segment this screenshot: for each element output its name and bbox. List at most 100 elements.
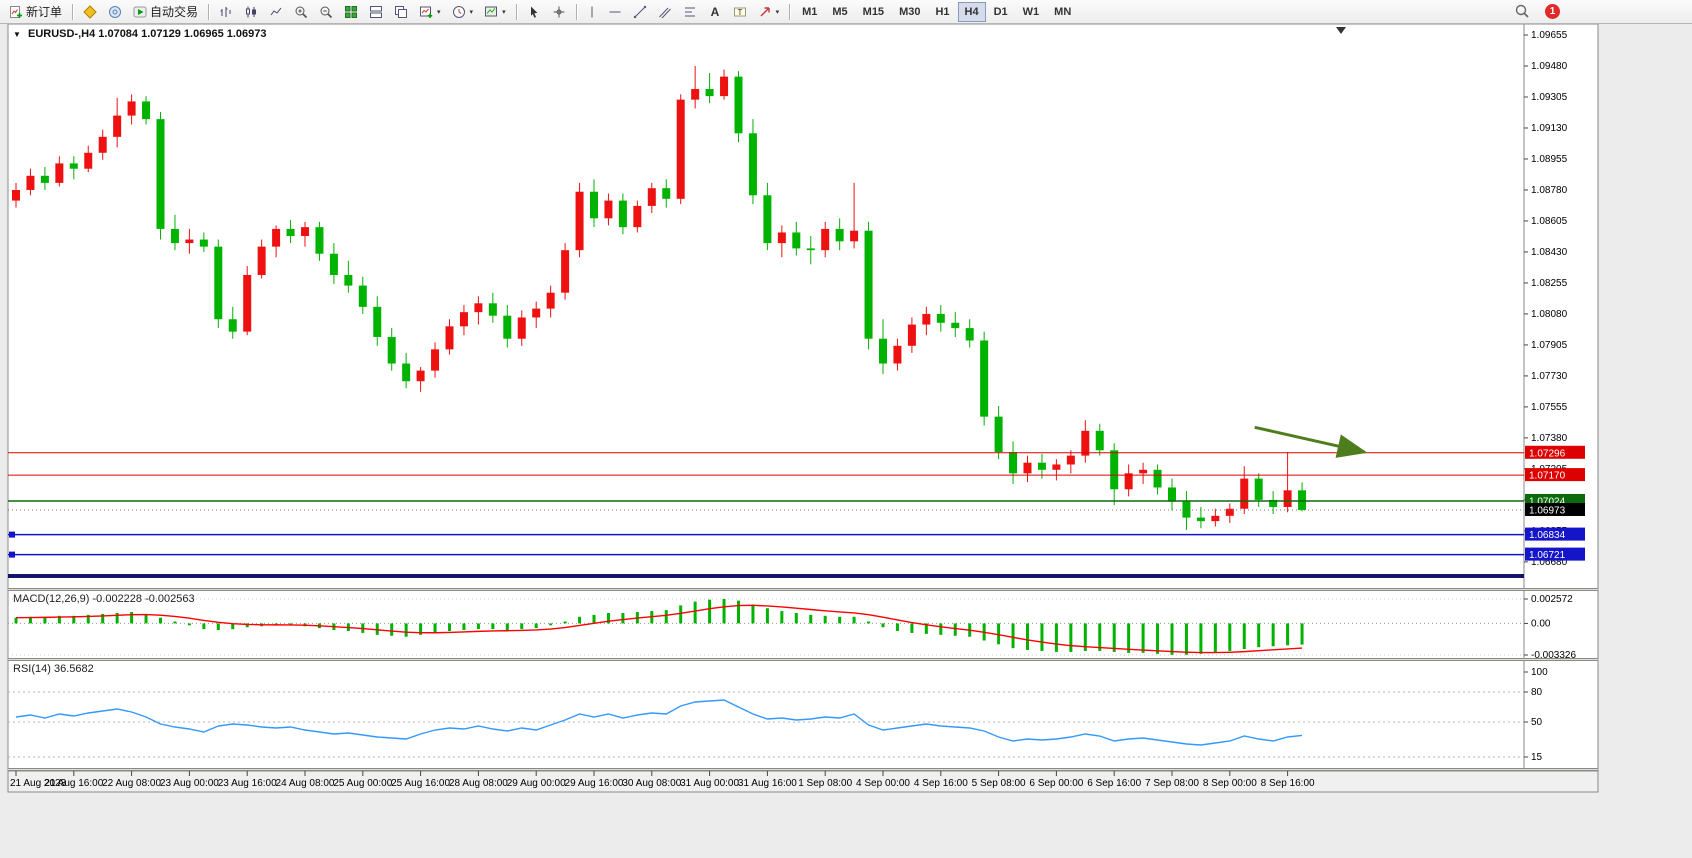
rsi-panel [8,691,1524,758]
arrange-windows-icon [369,5,383,19]
time-axis[interactable] [7,770,1599,793]
svg-text:50: 50 [1531,717,1543,728]
svg-text:1.07730: 1.07730 [1531,371,1568,382]
svg-text:28 Aug 08:00: 28 Aug 08:00 [449,778,508,789]
crosshair-button[interactable] [547,2,571,22]
resistance-line-lower[interactable]: 1.07170 [8,468,1585,482]
timeframe-mn-button[interactable]: MN [1047,2,1078,22]
svg-text:7 Sep 08:00: 7 Sep 08:00 [1145,778,1199,789]
support-line-blue-1[interactable]: 1.06834 [8,527,1585,542]
cascade-windows-button[interactable] [389,2,413,22]
metaeditor-button[interactable] [78,2,102,22]
chart-canvas[interactable]: 1.09655 1.09480 1.09305 1.09130 1.08955 1.087… [0,23,1692,858]
new-order-button[interactable]: 新订单 [4,2,67,22]
timeframe-d1-button[interactable]: D1 [987,2,1015,22]
search-button[interactable] [1510,2,1535,22]
cursor-button[interactable] [522,2,546,22]
tile-windows-icon [344,5,358,19]
fibonacci-button[interactable] [678,2,702,22]
panel-splitter[interactable] [8,658,1598,661]
arrow-northeast-icon [758,5,772,19]
trend-arrow[interactable] [1254,425,1368,458]
svg-text:23 Aug 00:00: 23 Aug 00:00 [160,778,219,789]
community-button[interactable] [103,2,127,22]
new-order-label: 新订单 [26,5,63,19]
macd-histogram [14,599,1304,655]
timeframe-h4-button[interactable]: H4 [957,1,986,22]
text-label-button[interactable]: T [728,2,752,22]
vertical-line-button[interactable] [582,2,602,22]
svg-text:1.06973: 1.06973 [1529,505,1566,516]
svg-text:1.08780: 1.08780 [1531,185,1568,196]
timeframe-m1-button[interactable]: M1 [795,2,824,22]
svg-text:1.09655: 1.09655 [1531,30,1568,41]
community-icon [108,5,122,19]
notification-badge[interactable]: 1 [1545,4,1560,19]
svg-text:1.06680: 1.06680 [1531,557,1568,568]
timeframe-m15-button[interactable]: M15 [856,2,891,22]
line-chart-button[interactable] [264,2,288,22]
chart-shift-marker[interactable] [1336,27,1346,34]
bar-chart-icon [219,5,233,19]
svg-text:0.00: 0.00 [1531,618,1551,629]
svg-text:29 Aug 00:00: 29 Aug 00:00 [507,778,566,789]
svg-text:1.07380: 1.07380 [1531,433,1568,444]
text-button[interactable]: A [703,2,727,22]
svg-text:24 Aug 08:00: 24 Aug 08:00 [276,778,335,789]
chevron-down-icon: ▾ [502,8,506,16]
equidistant-channel-button[interactable] [653,2,677,22]
timeframe-m30-button[interactable]: M30 [892,2,927,22]
svg-text:4 Sep 00:00: 4 Sep 00:00 [856,778,910,789]
rsi-scale-labels: 100 80 50 15 [1524,667,1548,763]
arrange-windows-button[interactable] [364,2,388,22]
bid-price-line[interactable]: 1.06973 [8,502,1585,516]
tile-windows-button[interactable] [339,2,363,22]
chevron-down-icon: ▾ [775,8,780,16]
svg-text:5 Sep 08:00: 5 Sep 08:00 [972,778,1026,789]
search-icon [1515,4,1530,19]
vertical-line-icon [587,5,597,19]
panel-splitter[interactable] [8,588,1598,591]
candlestick-chart-button[interactable] [239,2,263,22]
chevron-down-icon: ▾ [469,8,474,16]
chart-svg: 1.09655 1.09480 1.09305 1.09130 1.08955 1.087… [7,23,1599,793]
zoom-out-icon [319,5,333,19]
zoom-in-button[interactable] [289,2,313,22]
svg-text:1.07024: 1.07024 [1529,496,1566,507]
timeframe-h1-button[interactable]: H1 [928,2,956,22]
support-line-blue-2[interactable]: 1.06721 [8,547,1585,562]
svg-text:4 Sep 16:00: 4 Sep 16:00 [914,778,968,789]
price-scale[interactable] [1524,24,1598,770]
svg-text:31 Aug 00:00: 31 Aug 00:00 [680,778,739,789]
clock-icon [452,5,466,19]
timeframe-w1-button[interactable]: W1 [1016,2,1047,22]
svg-text:31 Aug 16:00: 31 Aug 16:00 [738,778,797,789]
macd-signal-line [15,604,1303,654]
timeframe-m5-button[interactable]: M5 [825,2,854,22]
autotrading-button[interactable]: 自动交易 [128,2,203,22]
templates-button[interactable]: ▾ [479,2,511,22]
template-icon [484,5,498,19]
svg-text:1.08080: 1.08080 [1531,309,1568,320]
toolbar-separator [208,3,210,20]
trendline-button[interactable] [628,2,652,22]
horizontal-line-button[interactable] [603,2,627,22]
periods-button[interactable]: ▾ [447,2,479,22]
svg-text:100: 100 [1531,667,1548,678]
macd-scale-labels: 0.002572 0.00 -0.003326 [1524,594,1576,661]
metaeditor-icon [83,4,97,19]
svg-text:1 Sep 08:00: 1 Sep 08:00 [798,778,852,789]
bar-chart-button[interactable] [214,2,238,22]
svg-text:8 Sep 00:00: 8 Sep 00:00 [1203,778,1257,789]
svg-text:22 Aug 08:00: 22 Aug 08:00 [102,778,161,789]
new-chart-button[interactable]: ▾ [414,2,446,22]
svg-text:21 Aug 2023: 21 Aug 2023 [10,778,67,789]
resistance-line-upper[interactable]: 1.07296 [8,445,1585,460]
svg-text:29 Aug 16:00: 29 Aug 16:00 [565,778,624,789]
svg-text:1.08605: 1.08605 [1531,216,1568,227]
zoom-out-button[interactable] [314,2,338,22]
svg-text:1.09305: 1.09305 [1531,92,1568,103]
new-order-icon [9,5,23,19]
arrows-tool-button[interactable]: ▾ [753,2,785,22]
